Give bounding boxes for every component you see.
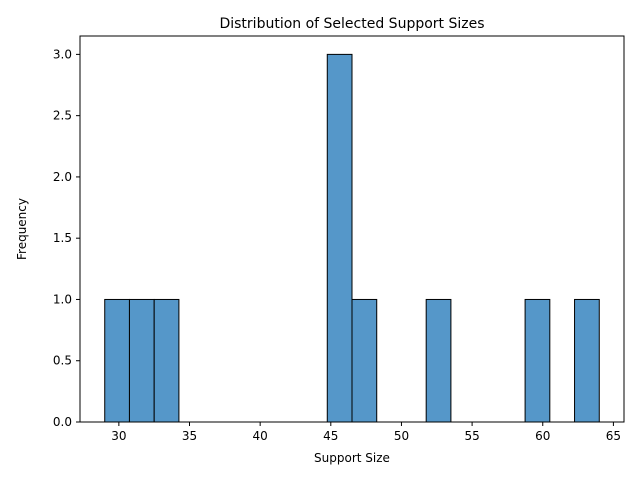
y-tick-label: 1.0 xyxy=(53,292,72,306)
y-tick-label: 0.0 xyxy=(53,415,72,429)
histogram-bar xyxy=(524,298,551,423)
x-tick-label: 35 xyxy=(182,429,197,443)
x-tick-label: 65 xyxy=(606,429,621,443)
histogram-bar xyxy=(128,298,155,423)
y-tick-label: 2.0 xyxy=(53,170,72,184)
x-tick-label: 50 xyxy=(394,429,409,443)
y-tick-label: 0.5 xyxy=(53,354,72,368)
x-tick-label: 55 xyxy=(464,429,479,443)
y-tick-label: 2.5 xyxy=(53,109,72,123)
bars-layer xyxy=(104,53,600,423)
x-tick-label: 40 xyxy=(253,429,268,443)
histogram-bar xyxy=(351,298,378,423)
histogram-bar xyxy=(425,298,452,423)
y-tick-label: 3.0 xyxy=(53,47,72,61)
histogram-bar xyxy=(104,298,130,423)
x-tick-label: 60 xyxy=(535,429,550,443)
x-tick-label: 30 xyxy=(111,429,126,443)
y-axis-label: Frequency xyxy=(15,198,29,260)
y-tick-label: 1.5 xyxy=(53,231,72,245)
plot-frame xyxy=(79,35,625,423)
histogram-bar xyxy=(574,298,600,423)
chart-title: Distribution of Selected Support Sizes xyxy=(219,16,484,32)
histogram-bar xyxy=(153,298,180,423)
x-tick-label: 45 xyxy=(323,429,338,443)
axes-layer: 30 35 40 45 50 55 60 65 0.0 0.5 1.0 1.5 2.0 2.5 3.0 xyxy=(53,35,625,443)
x-axis-label: Support Size xyxy=(314,451,390,465)
histogram-bar xyxy=(326,53,353,423)
